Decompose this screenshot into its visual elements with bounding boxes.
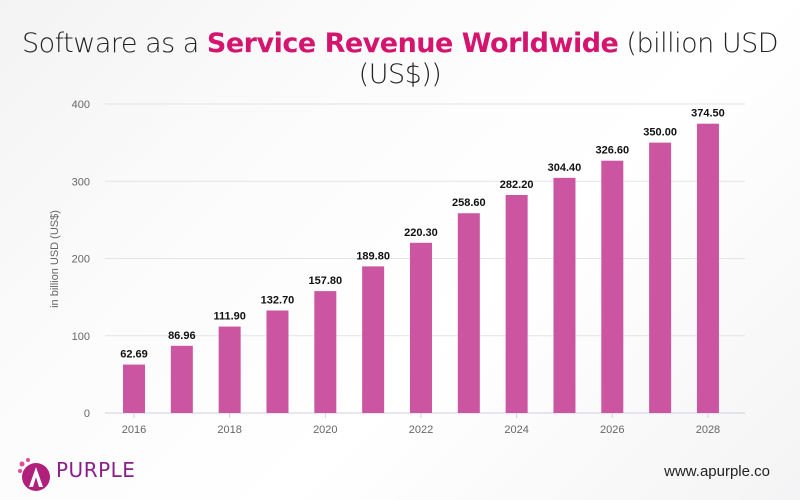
bar-2020 bbox=[314, 291, 337, 413]
logo-text: PURPLE bbox=[56, 458, 136, 482]
y-tick-label: 200 bbox=[72, 254, 90, 266]
data-label: 304.40 bbox=[548, 162, 582, 174]
data-label: 220.30 bbox=[404, 227, 438, 239]
bar-2022 bbox=[409, 242, 432, 413]
bar-2017 bbox=[170, 345, 193, 413]
data-label: 86.96 bbox=[168, 330, 196, 342]
x-tick-label: 2024 bbox=[504, 424, 528, 436]
x-tick-label: 2028 bbox=[696, 424, 720, 436]
website-link[interactable]: www.apurple.co bbox=[664, 463, 770, 480]
bar-2018 bbox=[218, 326, 241, 413]
x-tick-label: 2016 bbox=[122, 424, 146, 436]
chart-title: Software as a Service Revenue Worldwide … bbox=[0, 28, 800, 90]
x-tick-label: 2022 bbox=[409, 424, 433, 436]
bar-2023 bbox=[457, 213, 480, 413]
data-label: 258.60 bbox=[452, 197, 486, 209]
y-tick-label: 400 bbox=[72, 99, 90, 111]
bar-2024 bbox=[505, 195, 528, 413]
bar-2028 bbox=[696, 123, 719, 413]
x-tick-label: 2020 bbox=[313, 424, 337, 436]
data-label: 62.69 bbox=[120, 349, 148, 361]
data-label: 189.80 bbox=[356, 250, 390, 262]
x-tick-label: 2026 bbox=[600, 424, 624, 436]
bar-2026 bbox=[601, 160, 624, 413]
logo-icon bbox=[18, 458, 50, 491]
bar-2016 bbox=[123, 364, 145, 413]
data-label: 374.50 bbox=[691, 108, 725, 120]
x-tick-label: 2018 bbox=[217, 424, 241, 436]
data-label: 282.20 bbox=[500, 179, 534, 191]
bar-2019 bbox=[266, 310, 289, 413]
bar-2025 bbox=[553, 177, 576, 413]
title-part2: (billion USD (US$)) bbox=[358, 28, 779, 90]
y-axis-label: in billion USD (US$) bbox=[49, 210, 61, 308]
y-tick-label: 300 bbox=[72, 176, 90, 188]
data-label: 111.90 bbox=[213, 311, 245, 323]
y-tick-label: 100 bbox=[72, 331, 90, 343]
data-label: 132.70 bbox=[261, 294, 295, 306]
bar-2021 bbox=[362, 266, 385, 413]
bar-2027 bbox=[649, 142, 672, 413]
y-tick-label: 0 bbox=[84, 408, 90, 420]
title-highlight: Service Revenue Worldwide bbox=[206, 28, 619, 59]
bar-chart: 0 100 200 300 400 in billion USD (US$) 62.69 86… bbox=[49, 99, 745, 436]
brand-logo: PURPLE bbox=[16, 455, 136, 495]
data-label: 350.00 bbox=[643, 127, 677, 139]
data-label: 326.60 bbox=[595, 145, 629, 157]
title-part1: Software as a bbox=[21, 28, 207, 59]
data-label: 157.80 bbox=[308, 275, 342, 287]
